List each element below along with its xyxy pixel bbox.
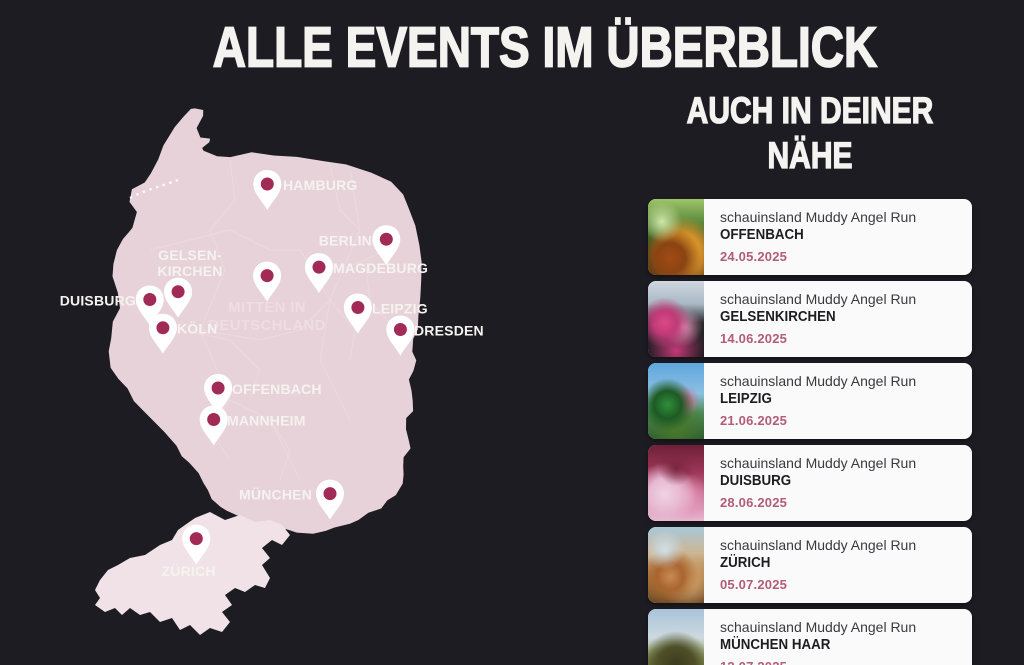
svg-text:DUISBURG: DUISBURG [60, 293, 136, 309]
svg-text:MAGDEBURG: MAGDEBURG [333, 260, 428, 276]
svg-text:LEIPZIG: LEIPZIG [372, 301, 428, 317]
svg-text:DRESDEN: DRESDEN [414, 323, 484, 339]
svg-text:MITTEN IN: MITTEN IN [228, 299, 306, 316]
svg-text:GELSEN-: GELSEN- [158, 247, 222, 263]
svg-text:ZÜRICH: ZÜRICH [162, 563, 216, 579]
svg-text:MANNHEIM: MANNHEIM [227, 413, 306, 429]
svg-text:KÖLN: KÖLN [177, 321, 217, 337]
svg-text:MÜNCHEN: MÜNCHEN [239, 487, 312, 503]
svg-text:KIRCHEN: KIRCHEN [157, 263, 222, 279]
svg-text:BERLIN: BERLIN [319, 233, 372, 249]
svg-text:DEUTSCHLAND: DEUTSCHLAND [208, 317, 325, 334]
svg-text:OFFENBACH: OFFENBACH [232, 381, 322, 397]
svg-text:HAMBURG: HAMBURG [283, 177, 358, 193]
